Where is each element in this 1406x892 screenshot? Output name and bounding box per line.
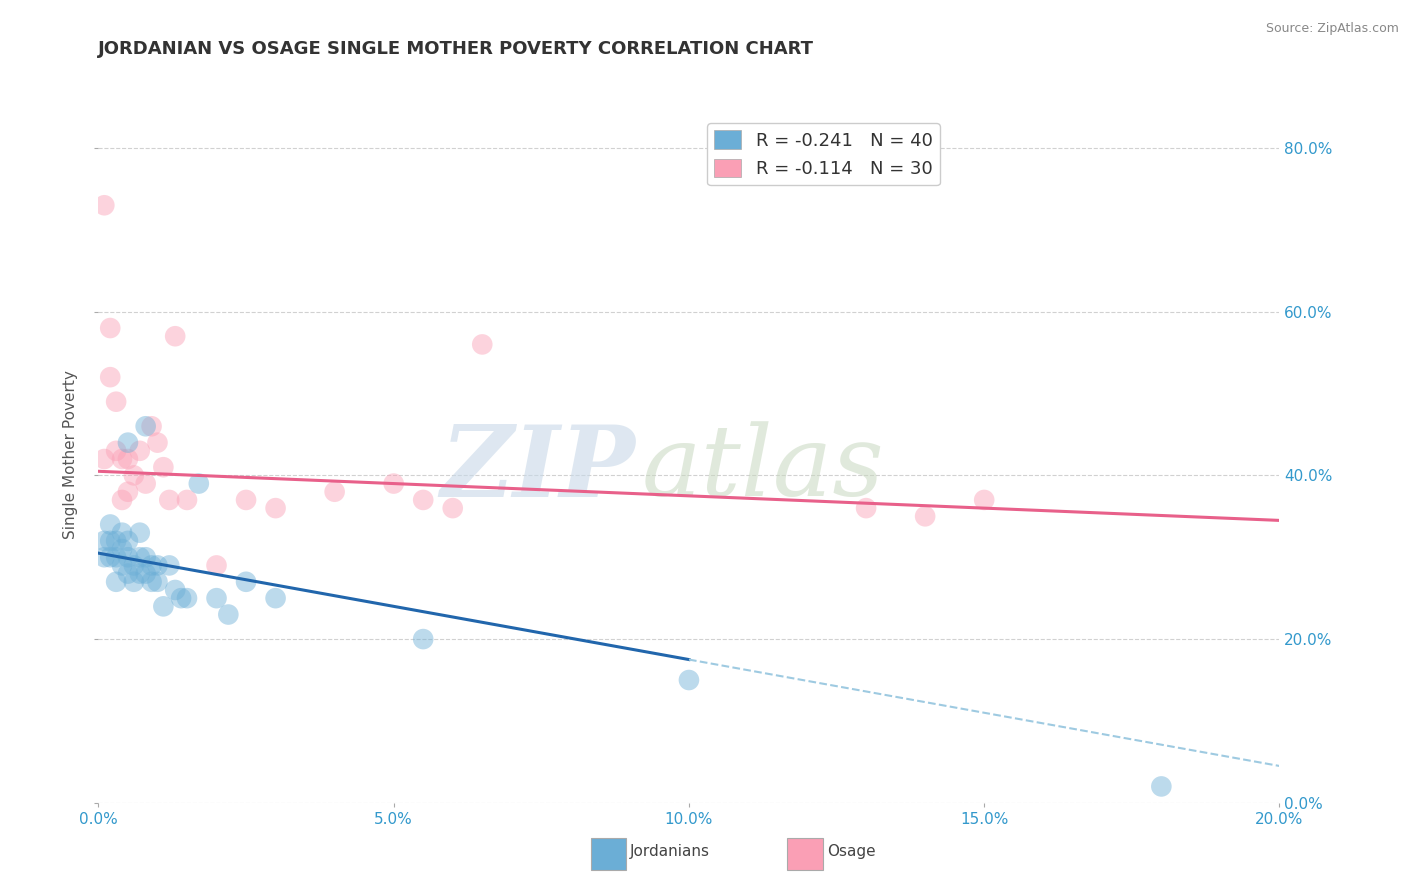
- Point: [128, 443, 150, 458]
- Point: [105, 443, 128, 458]
- Point: [98, 533, 121, 548]
- Point: [323, 484, 346, 499]
- Point: [122, 574, 145, 589]
- Point: [205, 591, 228, 606]
- Point: [135, 419, 157, 434]
- Point: [105, 533, 128, 548]
- Point: [973, 492, 995, 507]
- Point: [165, 582, 187, 597]
- Point: [205, 558, 228, 573]
- Point: [111, 492, 134, 507]
- Point: [176, 492, 198, 507]
- Point: [93, 533, 115, 548]
- Point: [855, 501, 877, 516]
- Point: [382, 476, 405, 491]
- Point: [412, 632, 434, 646]
- Point: [128, 550, 150, 565]
- Point: [135, 566, 157, 581]
- Point: [111, 525, 134, 540]
- Point: [146, 558, 169, 573]
- Point: [471, 337, 494, 351]
- Point: [117, 566, 139, 581]
- Point: [441, 501, 464, 516]
- Point: [111, 452, 134, 467]
- Point: [152, 460, 174, 475]
- Point: [117, 550, 139, 565]
- Point: [264, 591, 287, 606]
- Point: [111, 542, 134, 557]
- Point: [157, 492, 180, 507]
- Point: [1150, 780, 1173, 794]
- Point: [141, 574, 163, 589]
- Point: [157, 558, 180, 573]
- Point: [105, 550, 128, 565]
- Text: Jordanians: Jordanians: [630, 845, 710, 859]
- Point: [170, 591, 193, 606]
- Point: [235, 492, 257, 507]
- Point: [128, 566, 150, 581]
- Point: [122, 558, 145, 573]
- Point: [264, 501, 287, 516]
- Point: [117, 484, 139, 499]
- Text: Osage: Osage: [827, 845, 876, 859]
- Point: [141, 419, 163, 434]
- Point: [111, 558, 134, 573]
- Y-axis label: Single Mother Poverty: Single Mother Poverty: [63, 370, 79, 540]
- Point: [93, 550, 115, 565]
- Point: [412, 492, 434, 507]
- Text: ZIP: ZIP: [441, 421, 636, 517]
- Point: [141, 558, 163, 573]
- Point: [93, 198, 115, 212]
- Point: [165, 329, 187, 343]
- Point: [135, 476, 157, 491]
- Point: [128, 525, 150, 540]
- Text: atlas: atlas: [641, 421, 884, 516]
- Point: [176, 591, 198, 606]
- Text: Source: ZipAtlas.com: Source: ZipAtlas.com: [1265, 22, 1399, 36]
- Point: [98, 550, 121, 565]
- Point: [117, 452, 139, 467]
- Point: [217, 607, 239, 622]
- Text: JORDANIAN VS OSAGE SINGLE MOTHER POVERTY CORRELATION CHART: JORDANIAN VS OSAGE SINGLE MOTHER POVERTY…: [98, 40, 814, 58]
- Point: [146, 574, 169, 589]
- Point: [187, 476, 209, 491]
- Point: [105, 394, 128, 409]
- Point: [93, 452, 115, 467]
- Point: [117, 533, 139, 548]
- Point: [152, 599, 174, 614]
- Point: [122, 468, 145, 483]
- Point: [678, 673, 700, 687]
- Point: [98, 370, 121, 384]
- Point: [135, 550, 157, 565]
- Point: [98, 321, 121, 335]
- Legend: R = -0.241   N = 40, R = -0.114   N = 30: R = -0.241 N = 40, R = -0.114 N = 30: [707, 123, 939, 186]
- Point: [117, 435, 139, 450]
- Point: [914, 509, 936, 524]
- Point: [146, 435, 169, 450]
- Point: [235, 574, 257, 589]
- Point: [98, 517, 121, 532]
- Point: [105, 574, 128, 589]
